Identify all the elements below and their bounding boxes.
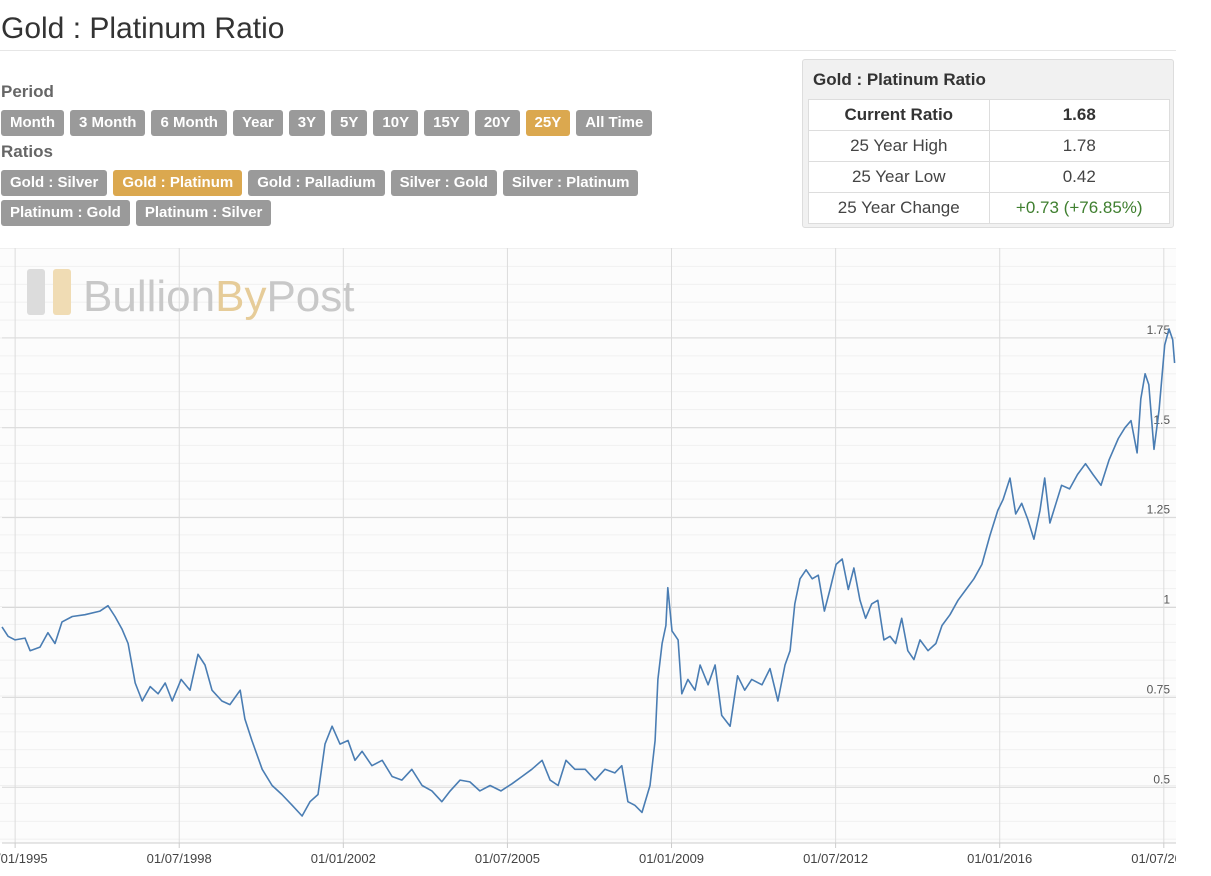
toggle-button[interactable]: Platinum : Silver bbox=[135, 200, 272, 226]
page-title: Gold : Platinum Ratio bbox=[1, 12, 285, 45]
y-tick-label: 1.75 bbox=[1147, 323, 1171, 337]
watermark-text: BullionByPost bbox=[83, 272, 355, 321]
logo-bar bbox=[27, 269, 45, 315]
watermark-part: Bullion bbox=[83, 272, 215, 321]
y-tick-label: 1 bbox=[1163, 593, 1170, 607]
toggle-button[interactable]: Year bbox=[232, 110, 283, 136]
toggle-button[interactable]: 15Y bbox=[424, 110, 469, 136]
stats-row: Current Ratio 1.68 bbox=[808, 99, 1170, 131]
watermark-part: Post bbox=[266, 272, 354, 321]
watermark-part: By bbox=[215, 272, 266, 321]
divider bbox=[0, 50, 1176, 51]
ratios-label: Ratios bbox=[1, 142, 53, 161]
logo-bar bbox=[53, 269, 71, 315]
minor-grid bbox=[0, 248, 1176, 843]
stats-title: Gold : Platinum Ratio bbox=[813, 70, 986, 89]
stats-row: 25 Year Change +0.73 (+76.85%) bbox=[808, 192, 1170, 224]
y-tick-label: 1.25 bbox=[1147, 503, 1171, 517]
stats-row: 25 Year High 1.78 bbox=[808, 130, 1170, 162]
x-tick-label: 01/07/2012 bbox=[803, 851, 868, 866]
stat-label: 25 Year Low bbox=[808, 161, 990, 193]
toggle-button[interactable]: Gold : Palladium bbox=[248, 170, 385, 196]
x-tick-label: 01/07/2005 bbox=[475, 851, 540, 866]
stat-value: +0.73 (+76.85%) bbox=[988, 192, 1170, 224]
toggle-button[interactable]: 3Y bbox=[288, 110, 326, 136]
watermark: BullionByPost bbox=[27, 269, 355, 321]
toggle-button[interactable]: 20Y bbox=[474, 110, 520, 136]
stat-value: 1.78 bbox=[988, 130, 1170, 162]
period-buttons: Month 3 Month 6 Month Year 3Y 5Y 10Y 15Y 20Y 25Y A… bbox=[1, 110, 653, 136]
toggle-button[interactable]: Silver : Platinum bbox=[502, 170, 639, 196]
toggle-button[interactable]: Month bbox=[1, 110, 64, 136]
y-tick-label: 1.5 bbox=[1153, 413, 1170, 427]
stat-label: 25 Year High bbox=[808, 130, 990, 162]
toggle-button[interactable]: 6 Month bbox=[151, 110, 227, 136]
toggle-button[interactable]: 5Y bbox=[331, 110, 368, 136]
x-tick-label: 01/01/1995 bbox=[0, 851, 48, 866]
stat-label: 25 Year Change bbox=[808, 192, 990, 224]
stat-value: 0.42 bbox=[988, 161, 1170, 193]
ratio-line bbox=[1, 328, 1176, 817]
toggle-button[interactable]: 25Y bbox=[525, 110, 571, 136]
x-tick-label: 01/01/2009 bbox=[639, 851, 704, 866]
chart: BullionByPost 0.5 0.75 1 1.25 1.5 1.75 01/01/1… bbox=[0, 248, 1176, 866]
toggle-button[interactable]: Silver : Gold bbox=[390, 170, 497, 196]
toggle-button[interactable]: 3 Month bbox=[69, 110, 146, 136]
y-tick-label: 0.75 bbox=[1147, 682, 1171, 696]
toggle-button[interactable]: Gold : Silver bbox=[1, 170, 108, 196]
stat-label: Current Ratio bbox=[808, 99, 990, 131]
x-tick-label: 01/07/2019 bbox=[1131, 851, 1176, 866]
toggle-button[interactable]: 10Y bbox=[373, 110, 419, 136]
ratio-buttons: Gold : Silver Gold : Platinum Gold : Palla… bbox=[1, 170, 761, 226]
stats-row: 25 Year Low 0.42 bbox=[808, 161, 1170, 193]
y-tick-label: 0.5 bbox=[1153, 772, 1170, 786]
stat-value: 1.68 bbox=[988, 99, 1170, 131]
toggle-button[interactable]: All Time bbox=[576, 110, 653, 136]
period-label: Period bbox=[1, 82, 54, 101]
toggle-button[interactable]: Gold : Platinum bbox=[113, 170, 243, 196]
x-tick-label: 01/01/2002 bbox=[311, 851, 376, 866]
x-tick-label: 01/01/2016 bbox=[967, 851, 1032, 866]
toggle-button[interactable]: Platinum : Gold bbox=[1, 200, 130, 226]
x-tick-label: 01/07/1998 bbox=[147, 851, 212, 866]
stats-panel: Gold : Platinum Ratio Current Ratio 1.68 2… bbox=[802, 59, 1174, 228]
stats-table: Current Ratio 1.68 25 Year High 1.78 25 Year… bbox=[808, 99, 1170, 224]
